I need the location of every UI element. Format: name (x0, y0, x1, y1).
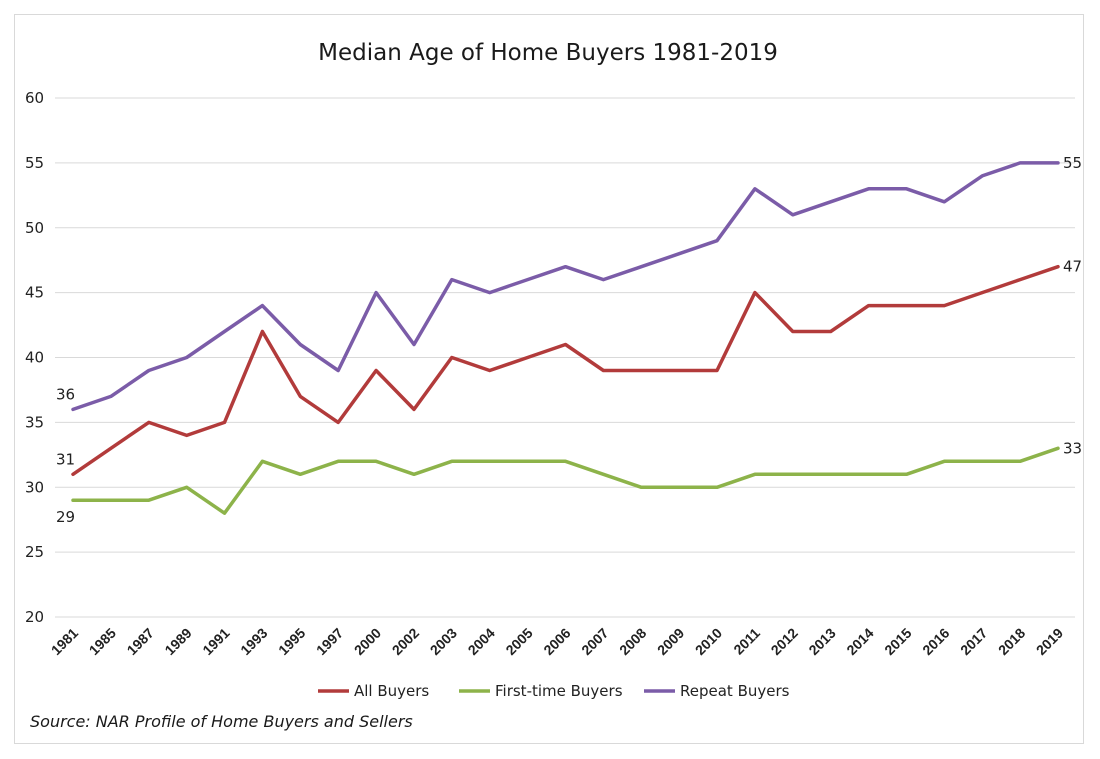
x-tick-label: 1985 (86, 625, 119, 658)
y-tick-label: 40 (25, 349, 44, 367)
legend-label: First-time Buyers (495, 682, 623, 700)
x-tick-label: 2002 (389, 625, 422, 658)
x-tick-label: 1993 (237, 625, 270, 658)
data-label: 31 (56, 450, 75, 468)
series-line-first-time-buyers (71, 446, 1060, 515)
x-tick-label: 1987 (124, 625, 157, 658)
y-axis-ticks: 20 25 30 35 40 45 50 55 60 (25, 89, 44, 626)
y-tick-label: 55 (25, 154, 44, 172)
x-tick-label: 1995 (275, 625, 308, 658)
y-tick-label: 45 (25, 284, 44, 302)
x-tick-label: 2018 (995, 625, 1028, 658)
source-note: Source: NAR Profile of Home Buyers and S… (30, 712, 413, 731)
x-tick-label: 2016 (919, 625, 952, 658)
chart-frame (14, 14, 1084, 744)
x-tick-label: 2000 (351, 625, 384, 658)
y-tick-label: 30 (25, 478, 44, 496)
y-tick-label: 25 (25, 543, 44, 561)
legend-label: All Buyers (354, 682, 429, 700)
x-tick-label: 2003 (427, 625, 460, 658)
x-tick-label: 2008 (616, 625, 649, 658)
x-tick-label: 2009 (654, 625, 687, 658)
x-tick-label: 1991 (199, 625, 232, 658)
x-tick-label: 2013 (805, 625, 838, 658)
x-tick-label: 1989 (161, 625, 194, 658)
y-tick-label: 20 (25, 608, 44, 626)
legend: All Buyers First-time Buyers Repeat Buyers (318, 682, 790, 700)
x-tick-label: 2017 (957, 625, 990, 658)
series-lines (71, 161, 1060, 515)
x-axis-ticks: 1981 1985 1987 1989 1991 1993 1995 1997 2000 2002… (48, 625, 1066, 658)
chart-title: Median Age of Home Buyers 1981-2019 (318, 40, 778, 66)
x-tick-label: 2015 (881, 625, 914, 658)
y-tick-label: 35 (25, 413, 44, 431)
series-line-all-buyers (71, 264, 1060, 477)
x-tick-label: 2012 (768, 625, 801, 658)
x-tick-label: 2006 (540, 625, 573, 658)
x-tick-label: 2010 (692, 625, 725, 658)
x-tick-label: 1997 (313, 625, 346, 658)
x-tick-label: 2011 (730, 625, 763, 658)
data-labels: 31 29 36 47 33 55 (56, 154, 1082, 526)
y-tick-label: 60 (25, 89, 44, 107)
x-tick-label: 2004 (465, 625, 498, 658)
data-label: 47 (1063, 258, 1082, 276)
legend-label: Repeat Buyers (680, 682, 790, 700)
gridlines (55, 97, 1075, 618)
x-tick-label: 2005 (502, 625, 535, 658)
data-label: 29 (56, 508, 75, 526)
data-label: 33 (1063, 439, 1082, 457)
x-tick-label: 2014 (843, 625, 876, 658)
y-tick-label: 50 (25, 219, 44, 237)
x-tick-label: 2019 (1033, 625, 1066, 658)
data-label: 55 (1063, 154, 1082, 172)
data-label: 36 (56, 385, 75, 403)
series-line-repeat-buyers (71, 161, 1060, 412)
x-tick-label: 1981 (48, 625, 81, 658)
x-tick-label: 2007 (578, 625, 611, 658)
